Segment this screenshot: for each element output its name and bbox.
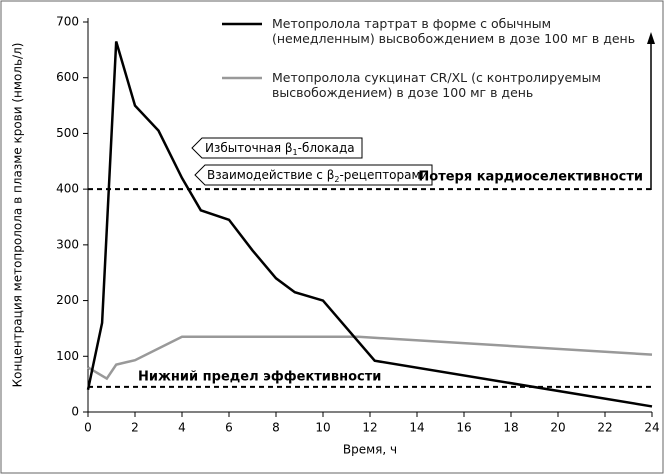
y-tick-label: 700 — [56, 15, 79, 29]
annotation-sub: 1 — [293, 148, 298, 157]
x-tick-label: 12 — [362, 421, 377, 435]
reference-label: Нижний предел эффективности — [138, 370, 381, 385]
x-tick-label: 6 — [225, 421, 233, 435]
x-tick-label: 18 — [503, 421, 518, 435]
x-tick-label: 16 — [456, 421, 471, 435]
y-tick-label: 400 — [56, 182, 79, 196]
x-axis-label: Время, ч — [343, 443, 397, 457]
x-tick-label: 24 — [644, 421, 659, 435]
annotation-text: -рецепторами — [339, 168, 428, 182]
annotation-text: Взаимодействие с β — [207, 168, 334, 182]
y-tick-label: 200 — [56, 293, 79, 307]
series-line — [87, 335, 653, 381]
y-tick-label: 100 — [56, 349, 79, 363]
y-tick-label: 300 — [56, 237, 79, 251]
annotation: Избыточная β1-блокада — [205, 141, 355, 157]
x-tick-label: 4 — [178, 421, 186, 435]
annotation-text: -блокада — [298, 141, 355, 155]
y-axis-label: Концентрация метопролола в плазме крови … — [11, 43, 25, 388]
series-line — [86, 41, 653, 408]
annotation-sub: 2 — [334, 175, 339, 184]
x-tick-label: 22 — [597, 421, 612, 435]
x-tick-label: 10 — [315, 421, 330, 435]
x-tick-label: 14 — [409, 421, 424, 435]
x-tick-label: 20 — [550, 421, 565, 435]
legend-label: Метопролола тартрат в форме с обычным (н… — [272, 16, 636, 46]
y-tick-label: 500 — [56, 126, 79, 140]
legend-label: Метопролола сукцинат CR/XL (с контролиру… — [272, 70, 601, 100]
x-tick-label: 0 — [84, 421, 92, 435]
arrow-head — [647, 32, 655, 44]
annotation-box — [191, 137, 363, 159]
x-tick-label: 8 — [272, 421, 280, 435]
annotation-box — [194, 164, 433, 186]
y-tick-label: 600 — [56, 70, 79, 84]
y-tick-label: 0 — [71, 405, 79, 419]
annotation: Взаимодействие с β2-рецепторами — [207, 168, 428, 184]
reference-label: Потеря кардиоселективности — [418, 170, 643, 185]
annotation-text: Избыточная β — [205, 141, 293, 155]
x-tick-label: 2 — [131, 421, 139, 435]
